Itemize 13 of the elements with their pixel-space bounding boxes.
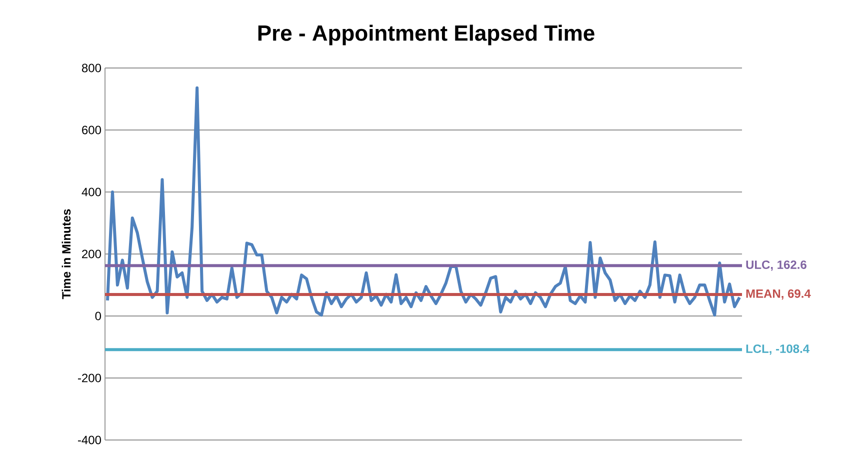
y-tick-label: 800 <box>82 64 102 72</box>
y-tick-label: 0 <box>95 312 102 320</box>
y-tick-label: 400 <box>82 188 102 196</box>
y-axis-title: Time in Minutes <box>62 209 71 300</box>
chart-title: Pre - Appointment Elapsed Time <box>258 24 594 46</box>
y-tick-label: 600 <box>82 126 102 134</box>
ref-line-label: LCL, -108.4 <box>746 344 810 355</box>
y-tick-label: -200 <box>78 374 102 382</box>
y-tick-label: -400 <box>78 436 102 444</box>
ref-line-label: MEAN, 69.4 <box>746 289 811 300</box>
ref-line-label: ULC, 162.6 <box>746 260 806 271</box>
line-series <box>106 86 742 317</box>
y-tick-label: 200 <box>82 250 102 258</box>
